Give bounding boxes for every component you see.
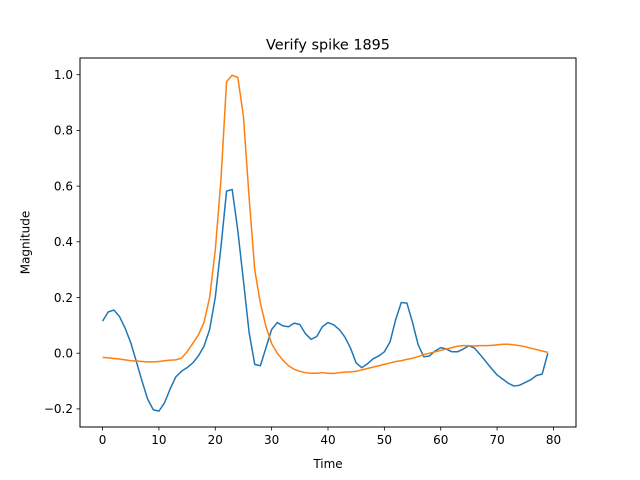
- x-axis-label: Time: [312, 457, 342, 471]
- x-tick-label: 50: [377, 433, 392, 447]
- plot-series-group: [101, 74, 549, 412]
- y-axis-label: Magnitude: [19, 211, 33, 275]
- x-tick-label: 0: [99, 433, 107, 447]
- series-line-1: [101, 188, 549, 412]
- y-tick-label: 0.8: [54, 124, 73, 138]
- x-tick-label: 40: [320, 433, 335, 447]
- y-tick-label: 0.0: [54, 347, 73, 361]
- y-tick-label: −0.2: [44, 402, 73, 416]
- y-tick-label: 1.0: [54, 68, 73, 82]
- y-tick-label: 0.6: [54, 179, 73, 193]
- x-tick-label: 30: [264, 433, 279, 447]
- x-tick-label: 60: [433, 433, 448, 447]
- x-tick-label: 10: [151, 433, 166, 447]
- y-tick-label: 0.4: [54, 235, 73, 249]
- y-tick-label: 0.2: [54, 291, 73, 305]
- plot-frame: [79, 57, 577, 428]
- chart-title: Verify spike 1895: [266, 38, 390, 54]
- x-tick-label: 70: [489, 433, 504, 447]
- x-axis-ticks: 0 10 20 30 40 50 60 70 80: [99, 427, 561, 447]
- y-axis-ticks: −0.2 0.0 0.2 0.4 0.6 0.8 1.0: [44, 68, 80, 416]
- series-line-2: [102, 74, 548, 375]
- x-tick-label: 80: [546, 433, 561, 447]
- x-tick-label: 20: [208, 433, 223, 447]
